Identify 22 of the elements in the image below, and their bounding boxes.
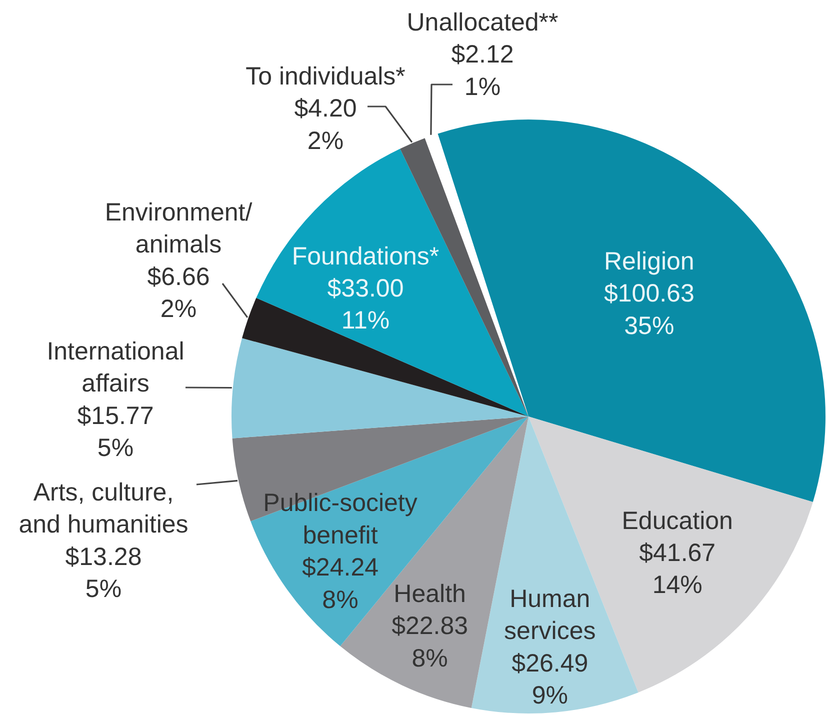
slice-label: International affairs: [46, 338, 184, 398]
slice-label: Health: [394, 580, 466, 608]
slice-label: Foundations*: [292, 242, 440, 270]
slice-label: To individuals*: [246, 62, 406, 90]
data-label: $13.28 5%: [65, 542, 142, 604]
data-label: $15.77 5%: [77, 402, 154, 462]
slice-label: Unallocated**: [406, 8, 559, 36]
slice-label: Environment/ animals: [104, 198, 252, 259]
slice-label: Public-society benefit: [263, 489, 418, 550]
slice-label: Human services: [504, 584, 596, 646]
data-label: $26.49 9%: [512, 649, 588, 710]
slice-label: Arts, culture, and humanities: [18, 478, 188, 539]
data-label: $33.00 11%: [327, 274, 404, 335]
slice-label: Education: [622, 506, 733, 535]
data-label: $41.67 14%: [639, 539, 716, 600]
data-label: $22.83 8%: [392, 612, 468, 672]
data-label: $6.66 2%: [147, 262, 210, 324]
data-label: $2.12 1%: [451, 40, 514, 101]
data-label: $4.20 2%: [294, 94, 357, 155]
data-label: $24.24 8%: [302, 554, 379, 614]
slice-label: Religion: [604, 247, 694, 276]
data-label: $100.63 35%: [604, 280, 694, 340]
